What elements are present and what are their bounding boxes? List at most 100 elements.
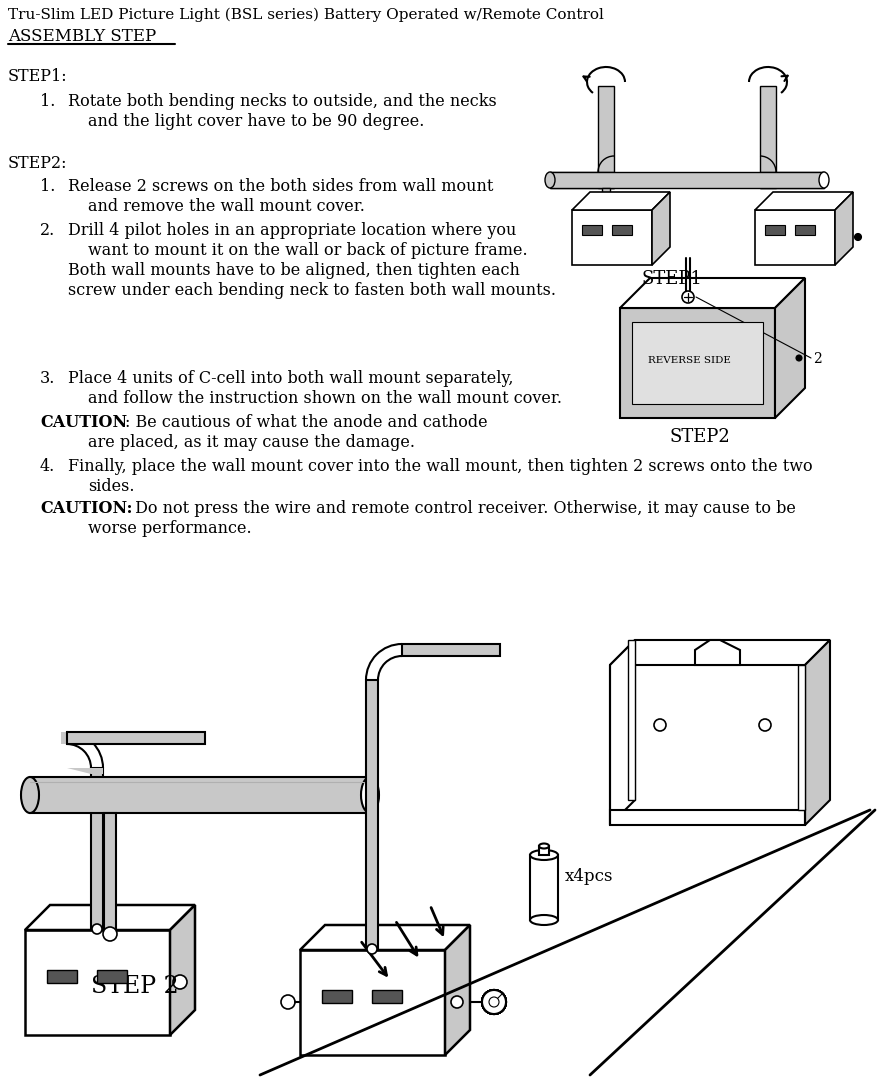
- Polygon shape: [775, 278, 805, 418]
- Text: 1.: 1.: [40, 178, 55, 195]
- Text: and follow the instruction shown on the wall mount cover.: and follow the instruction shown on the …: [88, 390, 562, 407]
- Text: Finally, place the wall mount cover into the wall mount, then tighten 2 screws o: Finally, place the wall mount cover into…: [68, 458, 813, 475]
- Circle shape: [482, 990, 506, 1014]
- Text: 1.: 1.: [40, 93, 55, 110]
- Polygon shape: [170, 905, 195, 1035]
- Text: sides.: sides.: [88, 478, 135, 495]
- Circle shape: [92, 924, 102, 934]
- Text: 3.: 3.: [40, 370, 55, 387]
- Polygon shape: [598, 86, 614, 188]
- Text: x4pcs: x4pcs: [565, 868, 614, 885]
- Circle shape: [482, 990, 506, 1014]
- Circle shape: [482, 990, 506, 1014]
- Text: Rotate both bending necks to outside, and the necks: Rotate both bending necks to outside, an…: [68, 93, 497, 110]
- Polygon shape: [760, 86, 776, 188]
- Polygon shape: [610, 810, 805, 825]
- Ellipse shape: [819, 173, 829, 188]
- Bar: [47, 970, 77, 983]
- Text: and remove the wall mount cover.: and remove the wall mount cover.: [88, 197, 365, 215]
- Circle shape: [482, 990, 506, 1014]
- Circle shape: [482, 990, 506, 1014]
- Ellipse shape: [530, 850, 558, 860]
- Bar: [322, 990, 352, 1003]
- Polygon shape: [300, 950, 445, 1055]
- Polygon shape: [539, 846, 549, 855]
- Polygon shape: [300, 926, 470, 950]
- Polygon shape: [798, 665, 805, 810]
- Circle shape: [482, 990, 506, 1014]
- Polygon shape: [835, 192, 853, 265]
- Polygon shape: [805, 640, 830, 825]
- Polygon shape: [610, 640, 635, 825]
- Bar: [97, 970, 127, 983]
- Text: screw under each bending neck to fasten both wall mounts.: screw under each bending neck to fasten …: [68, 282, 556, 299]
- Circle shape: [482, 990, 506, 1014]
- Polygon shape: [445, 926, 470, 1055]
- Circle shape: [654, 719, 666, 731]
- Bar: [765, 225, 785, 235]
- Text: STEP1: STEP1: [642, 270, 702, 288]
- Circle shape: [759, 719, 771, 731]
- Polygon shape: [25, 930, 170, 1035]
- Text: Both wall mounts have to be aligned, then tighten each: Both wall mounts have to be aligned, the…: [68, 261, 519, 279]
- Circle shape: [489, 997, 499, 1007]
- Bar: [795, 225, 815, 235]
- Circle shape: [451, 996, 463, 1008]
- Polygon shape: [652, 192, 670, 265]
- Text: STEP 2: STEP 2: [91, 975, 179, 998]
- Text: Drill 4 pilot holes in an appropriate location where you: Drill 4 pilot holes in an appropriate lo…: [68, 222, 517, 239]
- Text: STEP2: STEP2: [670, 427, 731, 446]
- Circle shape: [796, 355, 802, 361]
- Circle shape: [482, 990, 506, 1014]
- Polygon shape: [610, 640, 830, 665]
- Text: Do not press the wire and remote control receiver. Otherwise, it may cause to be: Do not press the wire and remote control…: [130, 500, 796, 516]
- Circle shape: [281, 995, 295, 1009]
- Polygon shape: [572, 210, 652, 265]
- Polygon shape: [755, 210, 835, 265]
- Polygon shape: [67, 768, 103, 774]
- Text: 4.: 4.: [40, 458, 55, 475]
- Polygon shape: [91, 768, 103, 930]
- Text: REVERSE SIDE: REVERSE SIDE: [648, 356, 731, 365]
- Polygon shape: [530, 855, 558, 920]
- Ellipse shape: [545, 173, 555, 188]
- Bar: [372, 990, 402, 1003]
- Polygon shape: [760, 173, 824, 188]
- Text: worse performance.: worse performance.: [88, 520, 251, 537]
- Polygon shape: [30, 777, 370, 813]
- Bar: [632, 322, 763, 404]
- Text: Release 2 screws on the both sides from wall mount: Release 2 screws on the both sides from …: [68, 178, 494, 195]
- Polygon shape: [366, 680, 378, 950]
- Polygon shape: [628, 640, 635, 800]
- Ellipse shape: [21, 777, 39, 813]
- Text: ASSEMBLY STEP: ASSEMBLY STEP: [8, 28, 156, 44]
- Bar: [612, 225, 632, 235]
- Text: want to mount it on the wall or back of picture frame.: want to mount it on the wall or back of …: [88, 242, 527, 259]
- Polygon shape: [755, 192, 853, 210]
- Ellipse shape: [539, 843, 549, 848]
- Circle shape: [103, 927, 117, 941]
- Text: 2: 2: [813, 352, 822, 366]
- Polygon shape: [620, 278, 805, 308]
- Text: STEP2:: STEP2:: [8, 155, 68, 173]
- Polygon shape: [550, 173, 614, 188]
- Polygon shape: [67, 732, 205, 744]
- Polygon shape: [572, 192, 670, 210]
- Text: CAUTION:: CAUTION:: [40, 500, 133, 516]
- Polygon shape: [104, 813, 116, 930]
- Polygon shape: [602, 188, 610, 210]
- Text: Tru-Slim LED Picture Light (BSL series) Battery Operated w/Remote Control: Tru-Slim LED Picture Light (BSL series) …: [8, 8, 604, 23]
- Text: Place 4 units of C-cell into both wall mount separately,: Place 4 units of C-cell into both wall m…: [68, 370, 513, 387]
- Text: STEP1:: STEP1:: [8, 68, 68, 85]
- Polygon shape: [620, 308, 775, 418]
- Polygon shape: [402, 644, 500, 656]
- Circle shape: [173, 975, 187, 990]
- Text: : Be cautious of what the anode and cathode: : Be cautious of what the anode and cath…: [125, 414, 487, 431]
- Text: and the light cover have to be 90 degree.: and the light cover have to be 90 degree…: [88, 113, 424, 130]
- Circle shape: [854, 233, 862, 241]
- Text: CAUTION: CAUTION: [40, 414, 127, 431]
- Polygon shape: [695, 640, 740, 665]
- Text: 2.: 2.: [40, 222, 55, 239]
- Circle shape: [367, 944, 377, 954]
- Bar: [582, 225, 602, 235]
